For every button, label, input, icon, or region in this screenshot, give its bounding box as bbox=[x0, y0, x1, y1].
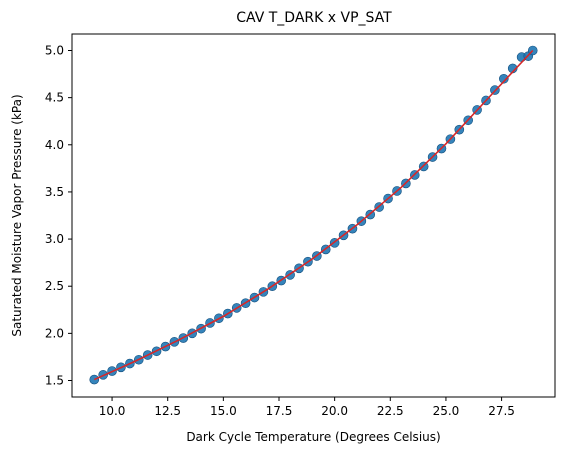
x-tick-label: 22.5 bbox=[377, 404, 404, 418]
fit-line bbox=[93, 49, 534, 381]
scatter-point bbox=[89, 374, 100, 385]
x-tick-label: 10.0 bbox=[99, 404, 126, 418]
scatter-point bbox=[499, 73, 509, 84]
x-tick-label: 20.0 bbox=[321, 404, 348, 418]
axis-ticks: 10.0 12.5 15.0 17.5 20.0 22.5 25.0 27.5 1.5 2.0 2.… bbox=[45, 44, 515, 419]
plot-frame bbox=[71, 33, 556, 398]
y-tick-label: 4.5 bbox=[45, 91, 64, 105]
x-tick-label: 15.0 bbox=[210, 404, 237, 418]
y-tick-label: 3.5 bbox=[45, 185, 64, 199]
y-tick-label: 3.0 bbox=[45, 232, 64, 246]
y-axis-label: Saturated Moisture Vapor Pressure (kPa) bbox=[10, 94, 24, 336]
y-tick-label: 5.0 bbox=[45, 44, 64, 58]
chart-title: CAV T_DARK x VP_SAT bbox=[236, 10, 392, 26]
y-tick-label: 4.0 bbox=[45, 138, 64, 152]
x-tick-label: 12.5 bbox=[154, 404, 181, 418]
y-tick-label: 2.0 bbox=[45, 326, 64, 340]
plot-marks bbox=[89, 45, 538, 385]
x-tick-label: 27.5 bbox=[488, 404, 515, 418]
x-axis-label: Dark Cycle Temperature (Degrees Celsius) bbox=[186, 430, 440, 444]
y-tick-label: 2.5 bbox=[45, 279, 64, 293]
x-tick-label: 25.0 bbox=[433, 404, 460, 418]
x-tick-label: 17.5 bbox=[266, 404, 293, 418]
y-tick-label: 1.5 bbox=[45, 374, 64, 388]
